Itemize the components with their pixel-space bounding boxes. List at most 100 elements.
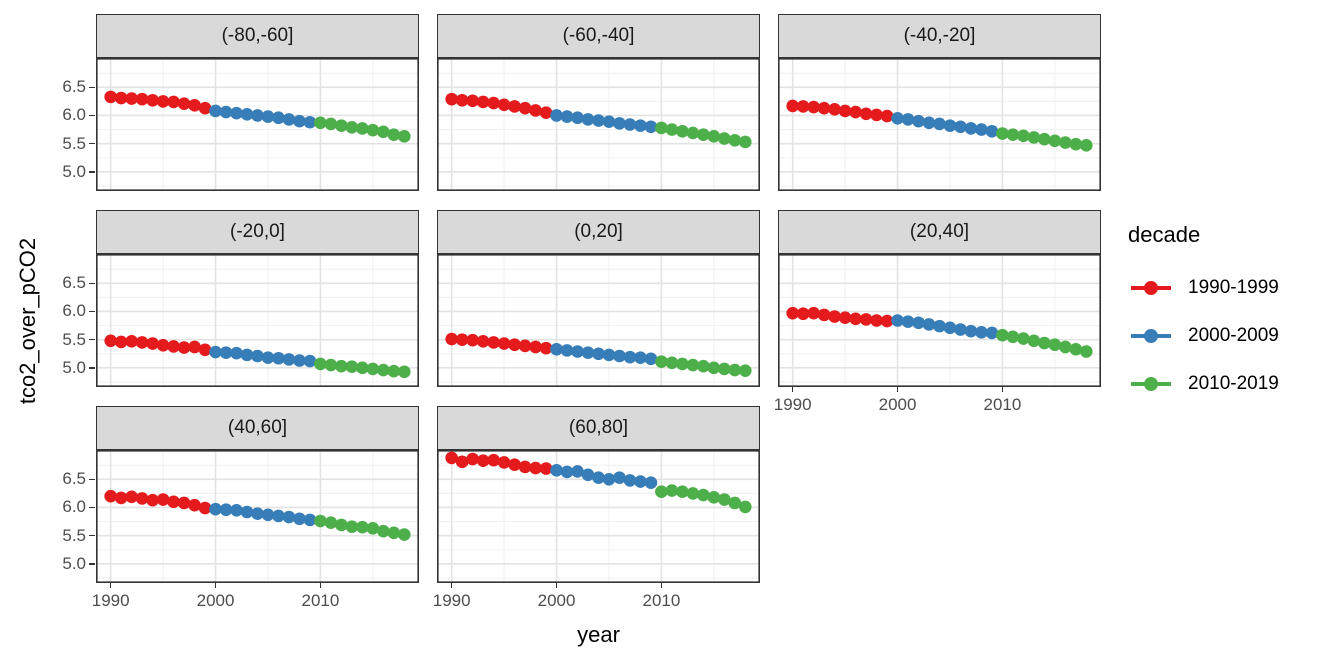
data-point — [303, 354, 317, 368]
data-point — [240, 348, 254, 362]
data-point — [592, 347, 605, 361]
data-point — [796, 100, 810, 113]
data-point — [849, 312, 862, 326]
data-point — [387, 526, 401, 540]
data-point — [377, 125, 390, 139]
data-point — [156, 493, 170, 506]
data-point — [1017, 129, 1030, 143]
data-point — [356, 361, 369, 375]
data-point — [1059, 340, 1072, 354]
facet-plot-area — [96, 254, 419, 387]
data-point — [786, 306, 799, 320]
x-tick-label: 2000 — [878, 395, 917, 414]
data-point — [1069, 137, 1083, 151]
legend: decade 1990-1999 2000-2009 2010-2019 — [1128, 222, 1344, 408]
facet-panel: (-40,-20] — [778, 14, 1101, 191]
data-point — [828, 310, 841, 323]
data-point — [901, 113, 915, 126]
data-point — [718, 132, 731, 145]
data-point — [786, 99, 799, 113]
data-point — [177, 496, 191, 510]
data-point — [550, 463, 563, 477]
legend-entry-label: 1990-1999 — [1188, 277, 1279, 298]
data-point — [104, 489, 117, 503]
y-tick-label: 6.5 — [62, 273, 86, 293]
facet-panel: (-60,-40] — [437, 14, 760, 191]
data-point — [497, 456, 511, 469]
data-point — [146, 493, 159, 507]
x-tick-mark — [660, 583, 663, 588]
data-point — [293, 512, 306, 526]
data-point — [455, 93, 469, 107]
data-point — [739, 135, 752, 149]
y-tick-label: 6.5 — [62, 469, 86, 489]
data-point — [398, 130, 411, 143]
x-tick-label: 2010 — [301, 591, 340, 610]
data-point — [335, 119, 348, 132]
data-point — [828, 102, 841, 116]
x-tick-label: 1990 — [773, 395, 812, 414]
data-point — [996, 127, 1009, 140]
data-point — [261, 110, 275, 123]
facet-panel: (40,60] — [96, 406, 419, 583]
data-point — [943, 321, 957, 335]
data-point — [571, 465, 584, 478]
data-point — [497, 337, 511, 350]
data-point — [718, 493, 731, 506]
data-point — [686, 126, 700, 140]
data-point — [665, 356, 679, 370]
x-axis-title: year — [577, 622, 620, 647]
data-point — [933, 319, 946, 333]
data-point — [198, 501, 212, 515]
legend-entry: 1990-1999 — [1128, 264, 1344, 312]
facet-strip: (0,20] — [437, 210, 760, 254]
data-point — [1048, 134, 1062, 148]
data-point — [487, 96, 500, 110]
data-point — [104, 90, 117, 104]
legend-title: decade — [1128, 222, 1201, 247]
legend-entry: 2010-2019 — [1128, 360, 1344, 408]
y-tick-label: 6.5 — [62, 77, 86, 97]
data-point — [135, 336, 149, 349]
data-point — [508, 100, 521, 113]
data-point — [539, 462, 553, 475]
data-point — [167, 340, 180, 353]
facet-panel: (0,20] — [437, 210, 760, 387]
data-point — [739, 500, 752, 514]
facet-plot-area — [437, 254, 760, 387]
x-tick-label: 2000 — [537, 591, 576, 610]
data-point — [366, 522, 380, 535]
legend-key-line-point-icon — [1131, 377, 1171, 391]
data-point — [188, 340, 201, 354]
data-point — [114, 491, 128, 505]
data-point — [529, 461, 542, 475]
x-tick-label: 2000 — [196, 591, 235, 610]
data-point — [135, 492, 149, 505]
facet-plot-area — [437, 450, 760, 583]
data-point — [156, 338, 170, 352]
data-point — [188, 498, 201, 512]
data-point — [954, 120, 967, 134]
data-point — [114, 335, 128, 349]
data-point — [581, 468, 595, 482]
facet-strip-label: (20,40] — [909, 221, 970, 242]
y-tick-label: 6.0 — [62, 301, 86, 321]
facet-strip-label: (-20,0] — [230, 221, 285, 242]
x-tick-mark — [1001, 387, 1004, 392]
data-point — [356, 520, 369, 534]
y-tick-label: 6.0 — [62, 105, 86, 125]
data-point — [261, 508, 275, 522]
data-point — [623, 350, 637, 364]
data-point — [796, 307, 810, 321]
data-point — [219, 105, 233, 119]
data-point — [571, 345, 584, 358]
facet-strip-label: (-40,-20] — [903, 25, 976, 46]
data-point — [912, 316, 925, 330]
data-point — [177, 341, 191, 354]
y-tick-mark — [89, 86, 95, 89]
data-point — [209, 345, 222, 359]
y-tick-mark — [89, 367, 95, 369]
data-point — [644, 352, 658, 366]
data-point — [387, 128, 401, 141]
data-point — [230, 504, 243, 517]
